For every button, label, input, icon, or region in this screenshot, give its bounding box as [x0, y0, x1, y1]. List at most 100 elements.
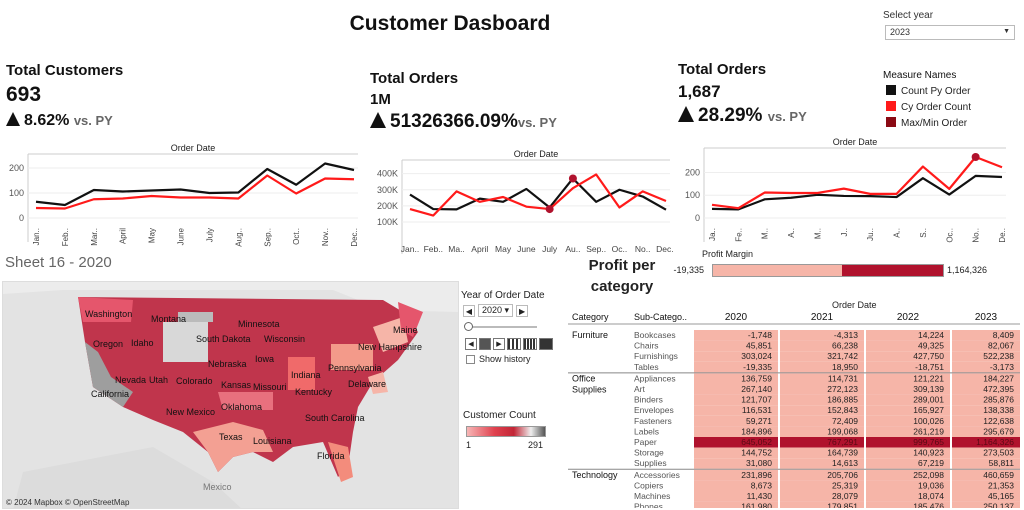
category-label: Technology [572, 470, 618, 480]
subcategory-label: Tables [634, 362, 659, 372]
table-cell [952, 330, 1020, 341]
table-cell-value: 25,319 [832, 480, 858, 490]
select-year-dropdown[interactable]: 2023 ▼ [885, 25, 1015, 40]
state-label: Iowa [255, 354, 274, 364]
kpi-title: Total Orders [370, 70, 459, 87]
table-cell-value: 295,679 [983, 426, 1014, 436]
x-tick-label: Oc.. [945, 228, 954, 243]
play-icon[interactable]: ▶ [493, 338, 505, 350]
subcategory-label: Bookcases [634, 330, 676, 340]
y-tick-label: 100K [377, 217, 398, 227]
speed-medium-icon[interactable] [523, 338, 537, 350]
legend-item[interactable]: Cy Order Count [886, 101, 971, 113]
table-cell [952, 373, 1020, 384]
x-tick-label: June [517, 244, 536, 254]
x-tick-label: J.. [840, 228, 849, 236]
year-dropdown[interactable]: 2020 ▾ [478, 304, 514, 317]
legend-item[interactable]: Count Py Order [886, 85, 971, 97]
table-cell [952, 480, 1020, 491]
table-cell-value: 289,001 [913, 395, 944, 405]
color-scale-max: 291 [528, 440, 544, 450]
kpi-change-value: 51326366.09% [390, 111, 518, 132]
col-header-category: Category [572, 312, 609, 322]
play-back-icon[interactable]: ◀ [465, 338, 477, 350]
table-cell-value: 252,098 [913, 470, 944, 480]
legend-item[interactable]: Max/Min Order [886, 117, 971, 129]
speed-fast-icon[interactable] [539, 338, 553, 350]
category-label-line: Office [572, 373, 595, 383]
table-cell-value: 184,896 [741, 426, 772, 436]
table-cell [694, 458, 778, 469]
table-cell-value: 309,139 [913, 384, 944, 394]
table-cell-value: 66,238 [832, 341, 858, 351]
subcategory-label: Envelopes [634, 405, 674, 415]
sheet-title: Sheet 16 - 2020 [5, 254, 112, 271]
year-slider-handle[interactable] [464, 322, 473, 331]
table-cell-value: 14,613 [832, 458, 858, 468]
kpi-change: 28.29% vs. PY [678, 105, 807, 127]
table-cell-value: 19,036 [918, 480, 944, 490]
table-cell [694, 501, 778, 510]
profit-margin-max: 1,164,326 [947, 265, 988, 275]
table-cell-value: 67,219 [918, 458, 944, 468]
year-slider-track[interactable] [465, 326, 537, 328]
subcategory-label: Machines [634, 491, 670, 501]
next-year-icon[interactable]: ▶ [516, 304, 529, 317]
show-history-checkbox[interactable] [466, 354, 475, 364]
kpi-vs-label: vs. PY [73, 113, 113, 128]
table-cell-value: 82,067 [988, 341, 1014, 351]
stop-icon[interactable] [479, 338, 491, 350]
state-label: Kentucky [295, 387, 333, 397]
table-cell-value: 261,219 [913, 426, 944, 436]
table-cell-value: 273,503 [983, 448, 1014, 458]
subcategory-label: Copiers [634, 480, 663, 490]
kpi-title: Total Customers [6, 62, 124, 79]
table-cell [866, 405, 950, 416]
y-tick-label: 100 [685, 190, 700, 200]
speed-slow-icon[interactable] [507, 338, 521, 350]
table-cell-value: 231,896 [741, 470, 772, 480]
table-cell [694, 384, 778, 395]
table-cell-value: -3,173 [990, 362, 1014, 372]
max-min-point [971, 153, 980, 162]
state-label: Minnesota [238, 319, 280, 329]
triangle-up-icon [678, 106, 694, 122]
legend-label: Max/Min Order [901, 118, 968, 129]
x-tick-label: Dec.. [656, 244, 674, 254]
col-header-year: 2023 [975, 312, 998, 323]
select-year-label: Select year [883, 10, 934, 21]
map[interactable]: Washington Montana Oregon Idaho South Da… [2, 281, 459, 509]
table-cell [780, 458, 864, 469]
table-cell-value: 45,851 [746, 341, 772, 351]
kpi-total-orders-2: Total Orders 1,687 28.29% vs. PY [678, 61, 807, 127]
map-washington [78, 297, 133, 322]
y-tick-label: 100 [9, 188, 24, 198]
legend: Count Py Order Cy Order Count Max/Min Or… [886, 85, 971, 129]
table-cell [952, 351, 1020, 362]
table-cell [952, 469, 1020, 481]
col-header-subcategory: Sub-Catego.. [634, 312, 687, 322]
table-cell [952, 405, 1020, 416]
table-cell-value: 767,291 [827, 437, 858, 447]
line-chart-orders: Order Date 100K 200K 300K 400K Jan.. Feb.. Ma..… [377, 149, 674, 254]
x-tick-label: No.. [972, 228, 981, 243]
table-cell [780, 351, 864, 362]
x-tick-label: M.. [761, 228, 770, 239]
playback-controls: ◀ ▶ [465, 338, 553, 350]
table-cell-value: 136,759 [741, 373, 772, 383]
x-tick-label: Ma.. [448, 244, 465, 254]
table-cell-value: 100,026 [913, 416, 944, 426]
state-label: Colorado [176, 376, 213, 386]
x-tick-label: Sep.. [586, 244, 606, 254]
table-cell [866, 447, 950, 459]
prev-year-icon[interactable]: ◀ [463, 304, 475, 317]
profit-margin-bar[interactable] [712, 264, 944, 277]
table-cell [866, 426, 950, 437]
table-cell [952, 384, 1020, 395]
y-tick-label: 300K [377, 185, 398, 195]
table-cell-value: 522,238 [983, 351, 1014, 361]
table-cell-value: 122,638 [983, 416, 1014, 426]
table-cell-value: 8,409 [993, 330, 1015, 340]
table-cell-value: 250,137 [983, 502, 1014, 508]
table-cell-value: 14,224 [918, 330, 944, 340]
